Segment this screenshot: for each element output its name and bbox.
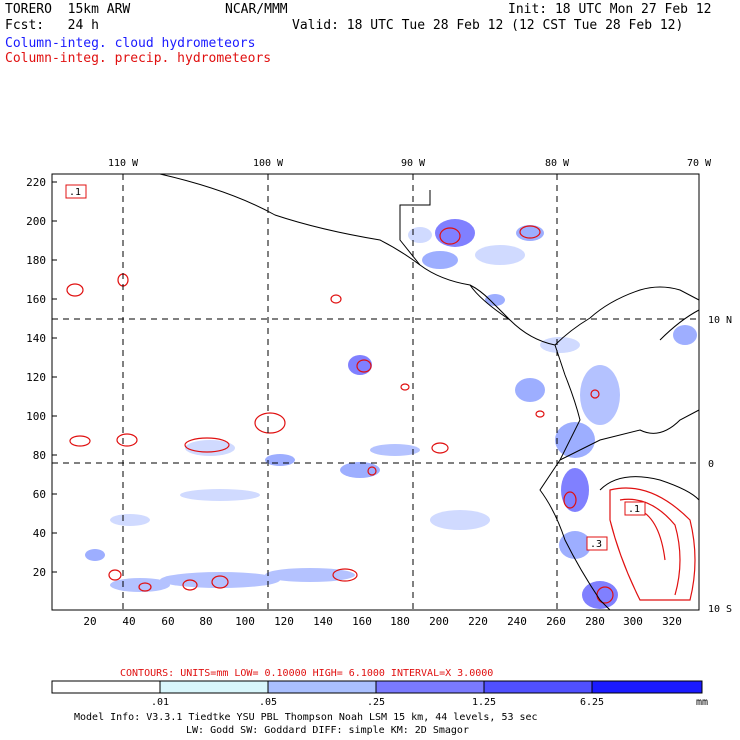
precip-contours	[66, 225, 696, 604]
x-tick: 100	[235, 615, 255, 628]
colorbar-tick: 1.25	[472, 697, 496, 708]
y-tick: 220	[26, 176, 46, 189]
x-tick: 160	[352, 615, 372, 628]
colorbar-ticks: .01 .05 .25 1.25 6.25 mm	[151, 697, 708, 708]
colorbar-tick: 6.25	[580, 697, 604, 708]
x-tick: 40	[122, 615, 135, 628]
valid-time: Valid: 18 UTC Tue 28 Feb 12 (12 CST Tue …	[292, 18, 684, 33]
x-tick: 260	[546, 615, 566, 628]
lon-label: 80 W	[545, 158, 570, 169]
x-tick: 240	[507, 615, 527, 628]
colorbar-tick: .01	[151, 697, 169, 708]
contour-label: .1	[69, 187, 81, 198]
x-tick: 120	[274, 615, 294, 628]
lon-labels: 110 W 100 W 90 W 80 W 70 W	[108, 158, 712, 169]
lon-label: 90 W	[401, 158, 426, 169]
coastlines	[159, 173, 700, 611]
y-tick: 80	[33, 449, 46, 462]
contour-label: .1	[628, 504, 640, 515]
y-tick: 60	[33, 488, 46, 501]
colorbar	[51, 680, 703, 694]
x-tick: 20	[83, 615, 96, 628]
x-tick: 60	[161, 615, 174, 628]
footer-line1: Model Info: V3.3.1 Tiedtke YSU PBL Thomp…	[74, 712, 538, 723]
y-tick: 40	[33, 527, 46, 540]
x-tick-labels: 20 40 60 80 100 120 140 160 180 200 220 …	[83, 615, 682, 628]
colorbar-tick: .25	[367, 697, 385, 708]
y-tick: 200	[26, 215, 46, 228]
lat-label: 0	[708, 459, 714, 470]
footer-line2: LW: Godd SW: Goddard DIFF: simple KM: 2D…	[186, 725, 469, 736]
contours-info: CONTOURS: UNITS=mm LOW= 0.10000 HIGH= 6.…	[120, 668, 493, 679]
frame-ticks	[52, 181, 57, 573]
x-tick: 320	[662, 615, 682, 628]
cloud-field-label: Column-integ. cloud hydrometeors	[5, 36, 256, 51]
lon-label: 100 W	[253, 158, 284, 169]
graticule	[52, 174, 699, 610]
x-tick: 140	[313, 615, 333, 628]
lat-label: 10 N	[708, 315, 732, 326]
x-tick: 280	[585, 615, 605, 628]
y-tick: 140	[26, 332, 46, 345]
x-tick: 220	[468, 615, 488, 628]
contour-label-boxes: .1 .1 .3	[65, 184, 646, 551]
y-tick: 160	[26, 293, 46, 306]
x-tick: 200	[429, 615, 449, 628]
y-tick: 20	[33, 566, 46, 579]
y-tick: 180	[26, 254, 46, 267]
colorbar-tick: .05	[259, 697, 277, 708]
cloud-fields	[85, 219, 697, 609]
x-tick: 300	[623, 615, 643, 628]
lon-label: 110 W	[108, 158, 139, 169]
lon-label: 70 W	[687, 158, 712, 169]
model-title: TORERO 15km ARW	[5, 2, 131, 17]
colorbar-unit: mm	[696, 697, 708, 708]
org-label: NCAR/MMM	[225, 2, 288, 17]
y-tick: 120	[26, 371, 46, 384]
y-tick-labels: 220 200 180 160 140 120 100 80 60 40 20	[26, 176, 46, 579]
contour-label: .3	[590, 539, 602, 550]
init-time: Init: 18 UTC Mon 27 Feb 12	[508, 2, 712, 17]
forecast-hour: Fcst: 24 h	[5, 18, 99, 33]
precip-field-label: Column-integ. precip. hydrometeors	[5, 51, 272, 66]
x-tick: 180	[390, 615, 410, 628]
lat-label: 10 S	[708, 604, 732, 615]
lat-labels: 10 N 0 10 S	[708, 315, 732, 615]
x-tick: 80	[199, 615, 212, 628]
y-tick: 100	[26, 410, 46, 423]
